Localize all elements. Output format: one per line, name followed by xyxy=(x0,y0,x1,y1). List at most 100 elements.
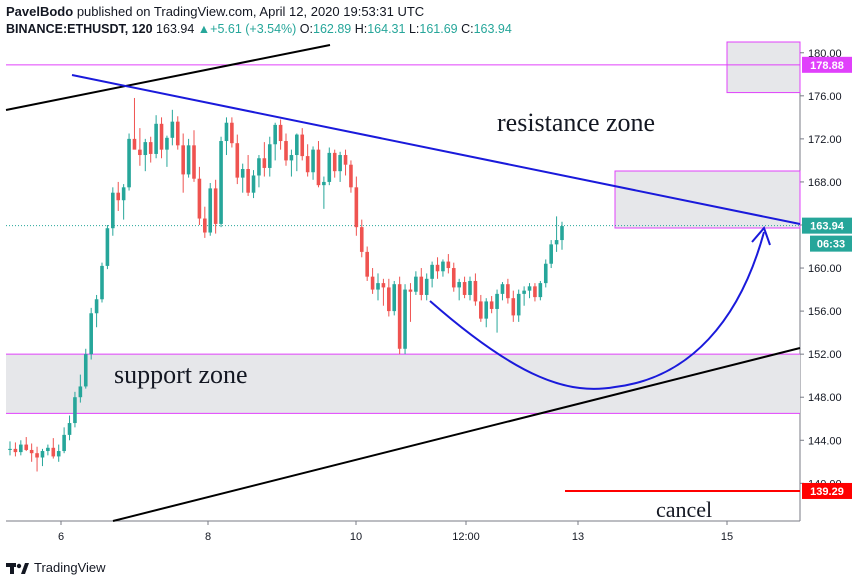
close-value: 163.94 xyxy=(473,22,512,36)
candle-body xyxy=(408,289,413,292)
candle-body xyxy=(40,451,45,458)
candle-body xyxy=(435,264,440,272)
y-tick-label: 156.00 xyxy=(808,306,842,318)
candle-body xyxy=(468,280,472,295)
candle-body xyxy=(549,244,553,264)
candle-body xyxy=(94,299,99,314)
y-tick-label: 152.00 xyxy=(808,349,842,361)
candle-body xyxy=(121,187,126,201)
candle-body xyxy=(262,158,267,168)
published-text: published on TradingView.com, April 12, … xyxy=(76,4,425,19)
candle-body xyxy=(365,251,369,277)
candle-body xyxy=(127,138,131,188)
candle-body xyxy=(441,261,445,272)
close-label: C: xyxy=(461,22,474,36)
support-zone-label: support zone xyxy=(114,360,248,389)
candle-body xyxy=(257,158,261,176)
footer-brand: TradingView xyxy=(6,560,106,575)
y-tick-label: 148.00 xyxy=(808,392,842,404)
candle-body xyxy=(73,397,77,424)
candle-body xyxy=(67,423,72,435)
candle-body xyxy=(224,122,229,142)
publish-info: PavelBodo published on TradingView.com, … xyxy=(6,4,424,19)
candle-body xyxy=(159,123,164,150)
price-tag-box xyxy=(802,482,852,499)
candle-body xyxy=(235,143,240,178)
y-tick-label: 160.00 xyxy=(808,263,842,275)
high-value: 164.31 xyxy=(367,22,406,36)
candle-body xyxy=(289,155,294,161)
x-tick-label: 12:00 xyxy=(452,531,480,543)
candle-body xyxy=(89,313,93,355)
lower-black-trendline xyxy=(112,347,801,522)
price-tag-label: 178.88 xyxy=(810,60,844,72)
candle-body xyxy=(370,276,375,290)
candle-body xyxy=(62,434,66,452)
candle-body xyxy=(430,264,434,279)
candle-body xyxy=(516,293,521,316)
candle-body xyxy=(165,137,169,150)
candle-body xyxy=(219,141,223,224)
candle-body xyxy=(489,301,494,309)
candle-body xyxy=(300,134,305,157)
candle-body xyxy=(230,122,234,144)
candle-body xyxy=(533,286,537,298)
price-tag-box xyxy=(802,217,852,234)
candle-body xyxy=(462,282,467,295)
y-tick-label: 144.00 xyxy=(808,435,842,447)
resistance-trendline xyxy=(71,74,801,225)
y-tick-label: 180.00 xyxy=(808,48,842,60)
candle-body xyxy=(403,289,407,349)
candle-body xyxy=(251,175,256,193)
projection-arrow-icon xyxy=(751,226,771,246)
candle-body xyxy=(213,188,218,224)
candle-body xyxy=(29,449,34,454)
candle-body xyxy=(538,283,543,298)
up-arrow-icon: ▲ xyxy=(197,22,211,36)
candle-body xyxy=(132,138,137,150)
last-price: 163.94 xyxy=(156,22,195,36)
candle-body xyxy=(208,188,213,233)
candle-body xyxy=(554,240,559,245)
upper-black-trendline xyxy=(5,44,331,111)
candle-body xyxy=(322,181,326,186)
candle-body xyxy=(19,444,23,453)
open-value: 162.89 xyxy=(313,22,352,36)
candle-body xyxy=(376,283,380,290)
high-label: H: xyxy=(354,22,368,36)
x-tick-label: 6 xyxy=(58,531,64,543)
price-tag-box xyxy=(802,56,852,73)
candle-body xyxy=(451,268,456,288)
candle-body xyxy=(457,282,461,288)
candle-body xyxy=(495,293,499,309)
candle-body xyxy=(484,301,489,319)
x-tick-label: 8 xyxy=(205,531,211,543)
candle-body xyxy=(240,169,245,178)
candle-body xyxy=(51,447,56,457)
candle-body xyxy=(197,178,202,219)
candle-body xyxy=(24,444,29,450)
candle-body xyxy=(397,284,402,349)
candle-body xyxy=(13,448,18,453)
candle-body xyxy=(543,263,548,284)
candle-body xyxy=(560,226,564,241)
candle-body xyxy=(35,453,39,458)
open-label: O: xyxy=(299,22,313,36)
cancel-label: cancel xyxy=(656,497,712,522)
ohlc-legend: BINANCE:ETHUSDT, 120 163.94 ▲+5.61 (+3.5… xyxy=(6,22,512,36)
candle-body xyxy=(278,124,283,142)
low-label: L: xyxy=(408,22,420,36)
y-tick-label: 172.00 xyxy=(808,134,842,146)
candle-body xyxy=(349,164,353,188)
brand-name[interactable]: TradingView xyxy=(34,560,106,575)
upper-zone-box xyxy=(726,41,801,94)
author-name[interactable]: PavelBodo xyxy=(6,4,74,19)
x-tick-label: 13 xyxy=(572,531,584,543)
candle-body xyxy=(192,145,196,179)
price-tag-label: 163.94 xyxy=(810,221,845,233)
candle-body xyxy=(138,149,142,156)
candle-body xyxy=(105,228,110,266)
candle-body xyxy=(305,156,310,173)
candle-body xyxy=(273,124,277,145)
